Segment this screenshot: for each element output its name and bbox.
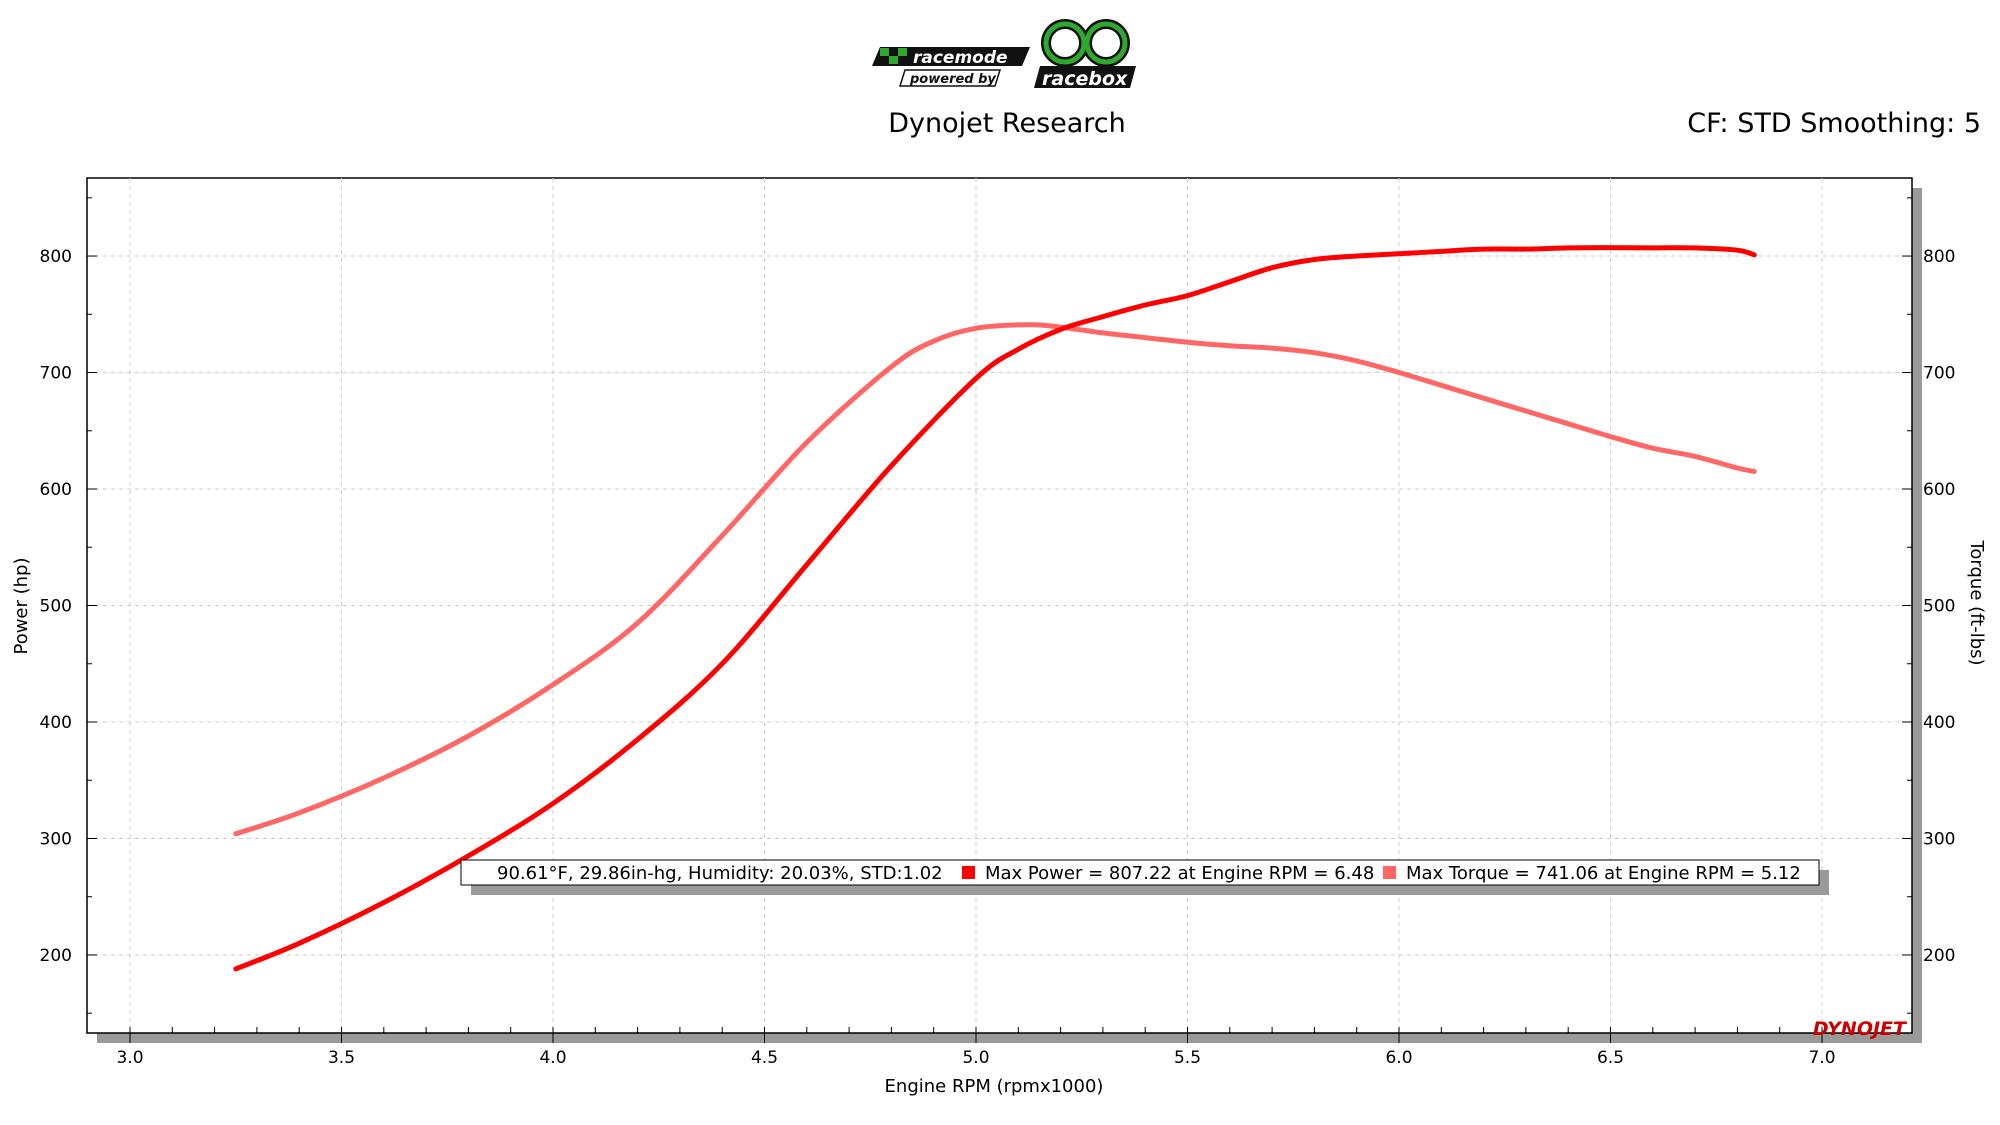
y-left-tick-labels: 200 300 400 500 600 700 800: [40, 247, 72, 966]
x-tick-label: 3.5: [328, 1048, 355, 1068]
x-tick-label: 5.5: [1174, 1048, 1201, 1068]
x-tick-label: 7.0: [1808, 1048, 1835, 1068]
racemode-logo: racemode powered by racebox: [872, 19, 1136, 90]
logo-primary-text: racemode: [913, 48, 1008, 68]
y-left-tick-label: 500: [40, 597, 72, 617]
legend: 90.61°F, 29.86in-hg, Humidity: 20.03%, S…: [460, 859, 1829, 895]
torque-curve: [233, 322, 1757, 837]
y-right-tick-label: 700: [1923, 364, 1955, 384]
x-tick-label: 4.0: [539, 1048, 566, 1068]
legend-torque-text: Max Torque = 741.06 at Engine RPM = 5.12: [1406, 863, 1801, 884]
y-right-axis-title: Torque (ft-lbs): [1966, 539, 1987, 665]
y-left-tick-label: 700: [40, 364, 72, 384]
legend-conditions: 90.61°F, 29.86in-hg, Humidity: 20.03%, S…: [497, 863, 943, 884]
y-right-tick-label: 500: [1923, 597, 1955, 617]
minor-ticks: [87, 197, 1912, 1043]
power-curve: [233, 245, 1757, 972]
legend-torque-swatch: [1383, 866, 1396, 879]
y-right-tick-label: 600: [1923, 480, 1955, 500]
y-right-tick-labels: 200 300 400 500 600 700 800: [1923, 247, 1955, 966]
x-tick-label: 6.0: [1385, 1048, 1412, 1068]
x-tick-label: 5.0: [962, 1048, 989, 1068]
series-lines: [233, 245, 1757, 972]
logo-secondary-text: powered by: [909, 72, 996, 87]
x-axis-title: Engine RPM (rpmx1000): [885, 1076, 1104, 1097]
x-tick-labels: 3.0 3.5 4.0 4.5 5.0 5.5 6.0 6.5 7.0: [116, 1048, 1835, 1068]
y-left-tick-label: 600: [40, 480, 72, 500]
y-right-tick-label: 400: [1923, 713, 1955, 733]
legend-power-text: Max Power = 807.22 at Engine RPM = 6.48: [985, 863, 1374, 884]
settings-text: CF: STD Smoothing: 5: [1687, 108, 1981, 139]
legend-power-swatch: [962, 866, 975, 879]
x-tick-label: 3.0: [116, 1048, 143, 1068]
y-right-tick-label: 800: [1923, 247, 1955, 267]
y-left-tick-label: 400: [40, 713, 72, 733]
y-left-tick-label: 800: [40, 247, 72, 267]
y-left-tick-label: 300: [40, 829, 72, 849]
y-left-axis-title: Power (hp): [11, 557, 32, 654]
chart-title: Dynojet Research: [888, 108, 1126, 139]
logo-brand-text: racebox: [1042, 68, 1128, 90]
y-right-tick-label: 200: [1923, 946, 1955, 966]
x-tick-label: 6.5: [1597, 1048, 1624, 1068]
x-tick-label: 4.5: [751, 1048, 778, 1068]
dynojet-watermark: DYNOJET: [1813, 1018, 1908, 1040]
y-right-tick-label: 300: [1923, 829, 1955, 849]
y-left-tick-label: 200: [40, 946, 72, 966]
